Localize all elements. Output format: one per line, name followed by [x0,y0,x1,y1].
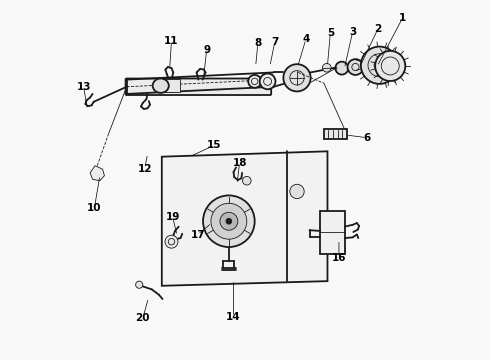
Text: 4: 4 [302,34,310,44]
Text: 19: 19 [165,212,180,221]
Circle shape [347,59,364,75]
Circle shape [211,203,247,239]
Circle shape [374,60,385,71]
Circle shape [165,235,178,248]
Text: 6: 6 [363,133,370,143]
Text: 2: 2 [374,24,381,35]
Text: 8: 8 [254,38,262,48]
Text: 11: 11 [164,36,179,46]
Circle shape [361,46,398,84]
Text: 12: 12 [137,163,152,174]
Polygon shape [162,151,327,286]
Circle shape [322,63,331,72]
Text: 3: 3 [349,27,356,37]
Circle shape [136,281,143,288]
Ellipse shape [153,78,169,93]
Circle shape [335,62,348,75]
Text: 9: 9 [203,45,210,55]
FancyBboxPatch shape [125,78,271,95]
Polygon shape [90,166,104,181]
Text: 20: 20 [136,313,150,323]
Circle shape [290,184,304,199]
Circle shape [203,195,255,247]
Bar [324,129,347,139]
Text: 15: 15 [207,140,222,150]
Circle shape [226,219,232,224]
Text: 17: 17 [190,230,205,239]
Bar [161,79,180,92]
Circle shape [220,212,238,230]
Bar [320,211,344,253]
Circle shape [248,75,261,88]
Text: 10: 10 [87,203,101,213]
Text: 16: 16 [332,253,346,263]
Text: 14: 14 [226,312,241,322]
Text: 13: 13 [76,82,91,92]
Text: 1: 1 [399,13,406,23]
Circle shape [283,64,311,91]
Text: 5: 5 [327,28,334,38]
Text: 18: 18 [232,158,247,168]
Circle shape [375,51,405,81]
Circle shape [243,176,251,185]
Text: 7: 7 [271,37,278,47]
Circle shape [260,73,275,89]
